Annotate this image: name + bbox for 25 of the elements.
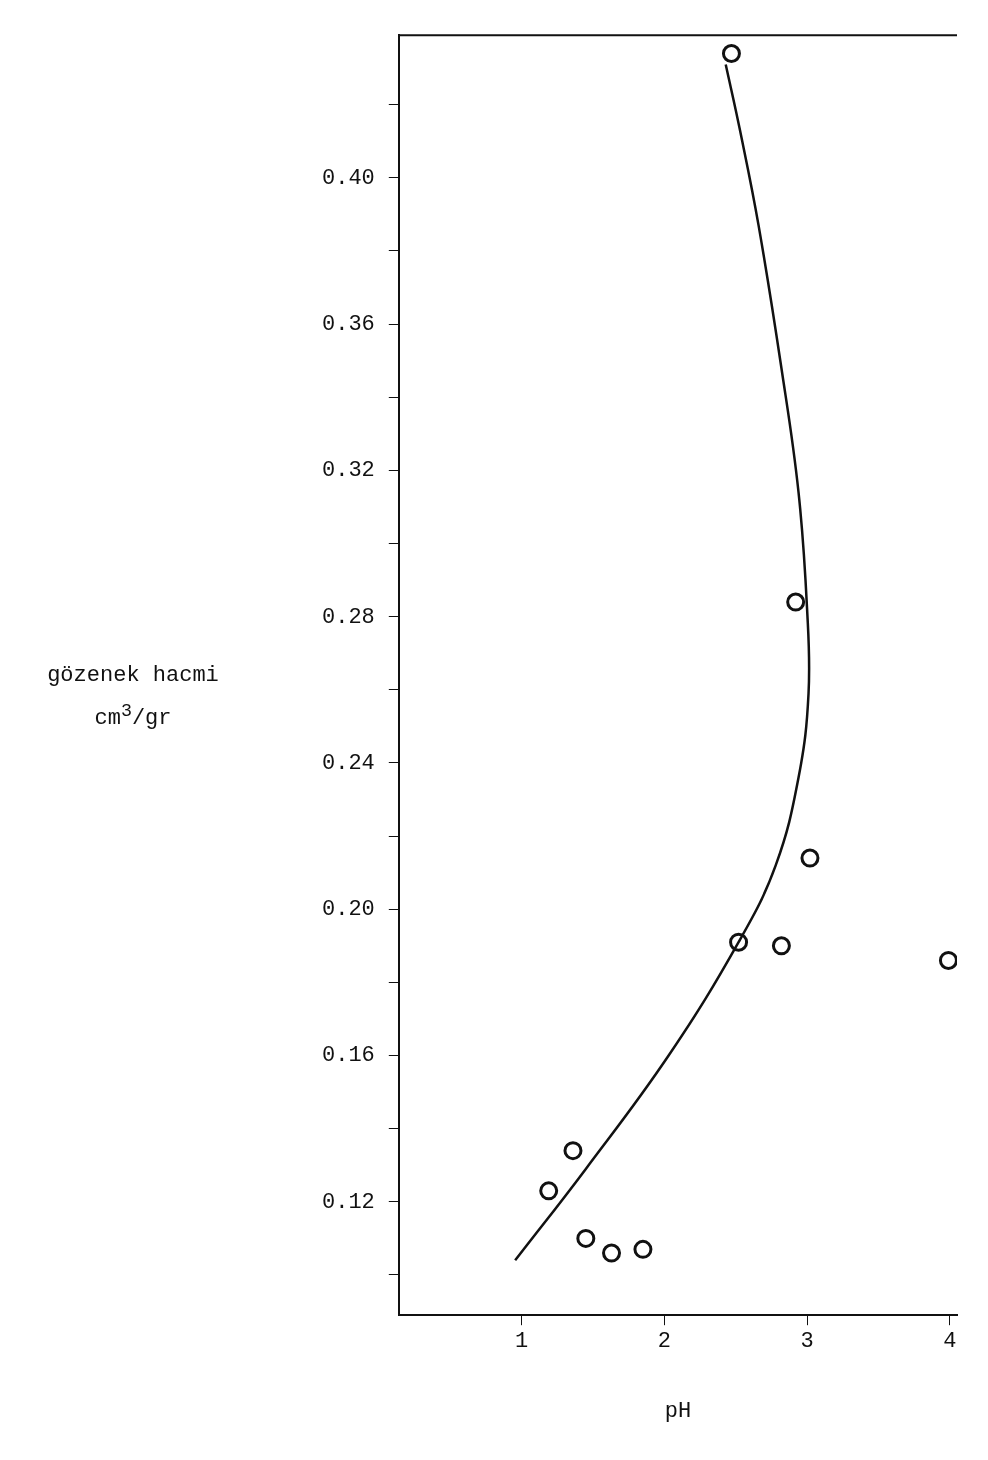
- point: [602, 1243, 622, 1263]
- point: [729, 932, 749, 952]
- point: [539, 1181, 559, 1201]
- x-tick-label: 2: [657, 1329, 671, 1355]
- point: [786, 592, 806, 612]
- y-tick-label: 0.24: [322, 750, 375, 776]
- y-tick-label: 0.40: [322, 165, 375, 191]
- point: [800, 848, 820, 868]
- x-tick-label: 1: [514, 1329, 529, 1355]
- y-tick-label: 0.20: [322, 897, 375, 923]
- x-tick-label: 3: [800, 1329, 814, 1355]
- y-tick-label: 0.16: [322, 1043, 375, 1069]
- point: [938, 950, 957, 970]
- point: [576, 1228, 596, 1248]
- point: [633, 1239, 653, 1259]
- y-axis-title: gözenek hacmi cm$^{3}$/gr: [46, 662, 220, 734]
- x-tick-label: 4: [943, 1329, 957, 1355]
- y-tick-label: 0.32: [322, 458, 375, 484]
- point: [771, 936, 791, 956]
- y-tick-label: 0.36: [322, 311, 375, 337]
- y-tick-label: 0.12: [322, 1189, 375, 1215]
- x-axis-title: pH: [664, 1398, 692, 1424]
- point: [721, 43, 741, 63]
- point: [563, 1141, 583, 1161]
- y-tick-label: 0.28: [322, 604, 375, 630]
